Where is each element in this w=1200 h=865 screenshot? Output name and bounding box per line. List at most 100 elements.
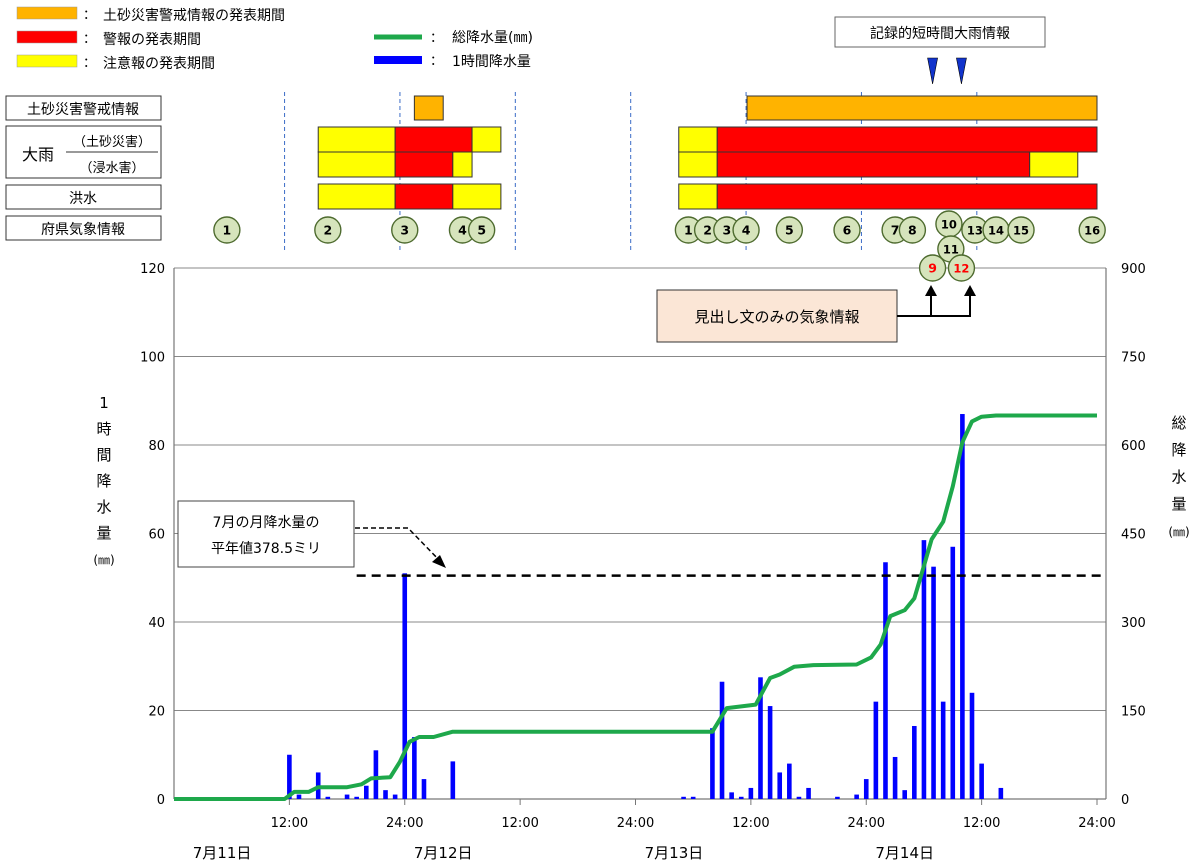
warning-period-ooame_shinsui (317, 151, 396, 178)
hourly-bar (883, 562, 888, 799)
info-circle (918, 254, 947, 282)
row-label-kozui: 洪水 (69, 191, 97, 207)
info-circle (898, 216, 927, 244)
info-circle (947, 254, 976, 282)
info-circle-label: 16 (1084, 224, 1100, 238)
info-circle (1078, 216, 1106, 244)
hourly-bar (296, 794, 302, 799)
hourly-bar (892, 756, 898, 799)
info-circle-label: 4 (458, 223, 467, 238)
record-label: 記録的短時間大雨情報 (870, 25, 1010, 42)
y-tick-label-right: 900 (1121, 262, 1146, 277)
y-tick-label-right: 600 (1121, 439, 1146, 454)
y-tick-label-right: 150 (1121, 705, 1146, 720)
info-circle-label: 5 (477, 223, 486, 238)
monthly-note-line1: 7月の月降水量の (213, 515, 320, 531)
date-label: 7月12日 (414, 844, 473, 862)
legend-colon: ： (83, 56, 96, 71)
hourly-bar (912, 725, 917, 799)
info-circle-label: 2 (323, 223, 332, 238)
warning-period-ooame_dosha (394, 126, 473, 153)
y-tick-label-right: 300 (1121, 616, 1146, 631)
legend: ： 土砂災害警戒情報の発表期間 ： 警報の発表期間 ： 注意報の発表期間 ： 総… (16, 6, 533, 72)
x-tick-label: 24:00 (386, 816, 423, 831)
hourly-bar (383, 790, 388, 799)
hourly-bar (710, 728, 715, 799)
row-label-ooame-shinsui: （浸水害） (79, 160, 144, 176)
record-rain-marker (956, 57, 967, 85)
date-label: 7月14日 (875, 844, 934, 862)
y-axis-title-right-char: 水 (1171, 468, 1186, 486)
info-circle-label: 6 (843, 223, 852, 238)
hourly-bar (412, 737, 417, 799)
y-axis-title-left: 1 時間降水量 (㎜) (93, 394, 114, 567)
hourly-bar (325, 796, 331, 799)
warning-period-ooame_shinsui (678, 151, 718, 178)
info-circle-label: 1 (223, 223, 232, 238)
monthly-note-arrow (355, 527, 443, 564)
hourly-bar (729, 792, 734, 799)
hourly-bar (392, 794, 398, 799)
info-circle-label: 8 (908, 223, 917, 238)
hourly-bar (738, 796, 744, 799)
y-tick-label-right: 0 (1121, 793, 1129, 808)
legend-colon: ： (83, 8, 96, 23)
hourly-bar (777, 772, 783, 799)
hourly-bar (806, 787, 811, 799)
legend-colon: ： (430, 31, 443, 46)
row-label-box (5, 95, 162, 121)
y-tick-label-right: 450 (1121, 528, 1146, 543)
hourly-bar (719, 681, 725, 799)
legend-label-dosha: 土砂災害警戒情報の発表期間 (103, 8, 285, 24)
x-tick-label: 24:00 (617, 816, 654, 831)
record-rain-marker (927, 57, 938, 85)
date-label: 7月13日 (645, 844, 704, 862)
y-tick-label-left: 0 (157, 793, 165, 808)
warning-period-ooame_shinsui (394, 151, 454, 178)
date-label: 7月11日 (193, 844, 252, 862)
legend-label-keiho: 警報の発表期間 (103, 32, 201, 48)
record-rain-markers (927, 57, 967, 85)
hourly-bar (950, 546, 956, 799)
legend-swatch-hourly-bar (374, 56, 422, 64)
info-circle-label: 14 (988, 224, 1004, 238)
info-circle (467, 216, 496, 244)
info-circle-label: 9 (928, 261, 937, 276)
hourly-bar (363, 785, 369, 799)
warning-period-ooame_dosha (716, 126, 1098, 153)
headline-arrowhead-12 (964, 285, 976, 296)
y-ticks-right: 0 150 300 450 600 750 900 (1121, 262, 1146, 808)
info-circle (391, 216, 419, 244)
warning-period-dosha (413, 95, 444, 121)
info-circle-label: 10 (941, 218, 957, 232)
y-tick-label-left: 80 (148, 439, 165, 454)
info-circle (732, 216, 760, 244)
row-label-box (5, 184, 162, 210)
warning-period-ooame_dosha (678, 126, 718, 153)
warning-period-kozui (317, 183, 396, 210)
hourly-bar (767, 706, 773, 799)
x-tick-label: 12:00 (271, 816, 308, 831)
y-axis-title-right: 総降水量 (㎜) (1168, 414, 1189, 539)
legend-colon: ： (83, 32, 96, 47)
info-circle-label: 4 (742, 223, 751, 238)
hourly-bar (787, 763, 792, 799)
hourly-bar (873, 701, 879, 799)
legend-swatch-chuiho (16, 54, 78, 68)
y-tick-label-left: 40 (148, 616, 165, 631)
gridlines (174, 267, 1106, 711)
hourly-bar (681, 796, 686, 799)
info-circle-label: 3 (722, 223, 731, 238)
y-tick-label-left: 20 (148, 705, 165, 720)
info-circle-label: 7 (891, 223, 900, 238)
row-label-dosha: 土砂災害警戒情報 (27, 102, 139, 118)
date-labels: 7月11日 7月12日 7月13日 7月14日 (193, 844, 934, 862)
warning-period-ooame_dosha (317, 126, 396, 153)
x-tick-label: 24:00 (1078, 816, 1115, 831)
info-circle-label: 2 (703, 223, 712, 238)
warning-period-kozui (452, 183, 502, 210)
hourly-bar (796, 796, 802, 799)
y-axis-title-right-char: 降 (1171, 441, 1186, 459)
